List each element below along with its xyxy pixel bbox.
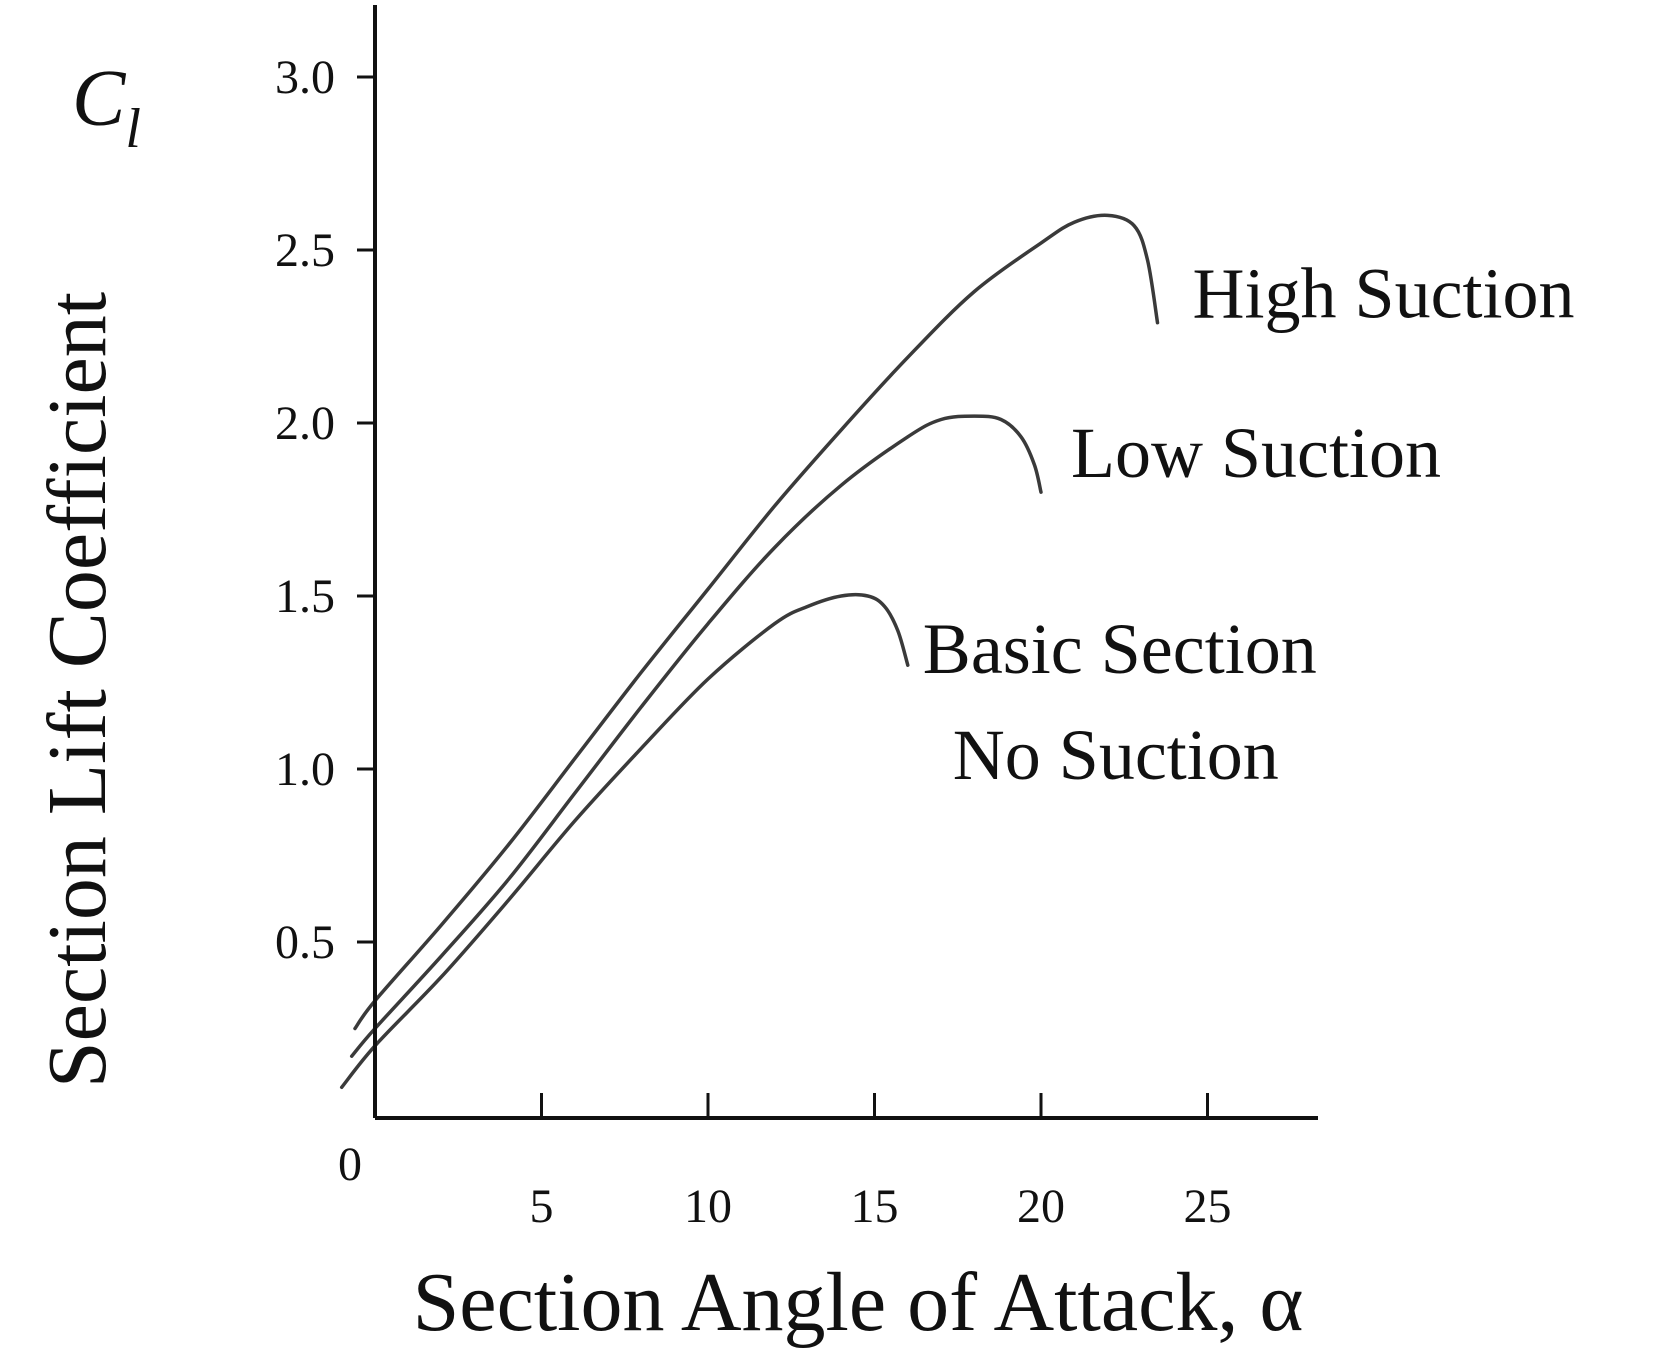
series-label-low-suction: Low Suction [1071, 413, 1441, 493]
series-group: High Suction Low Suction Basic Section No S… [339, 213, 1575, 1090]
x-origin-label: 0 [338, 1138, 362, 1191]
series-line-high-suction [353, 213, 1160, 1031]
y-tick-label: 1.5 [275, 570, 335, 623]
y-tick-label: 2.0 [275, 397, 335, 450]
series-line-low-suction [349, 414, 1043, 1058]
axes-group: 0.5 1.0 1.5 2.0 2.5 3.0 5 10 15 20 25 [275, 5, 1318, 1233]
series-label-basic-section-no-suction: Basic Section No Suction [923, 609, 1317, 795]
series-label-high-suction: High Suction [1193, 254, 1575, 334]
x-tick-label: 25 [1184, 1180, 1232, 1233]
x-tick-label: 20 [1017, 1180, 1065, 1233]
series-label-line: High Suction [1193, 254, 1575, 334]
x-tick-label: 15 [851, 1180, 899, 1233]
y-axis-title: Section Lift Coefficient [31, 292, 124, 1088]
series-label-line: Basic Section [923, 609, 1317, 689]
x-tick-label: 5 [530, 1180, 554, 1233]
y-symbol-subscript: l [125, 98, 141, 160]
x-axis-title: Section Angle of Attack, α [413, 1256, 1304, 1349]
y-tick-label: 1.0 [275, 743, 335, 796]
x-tick-label: 10 [684, 1180, 732, 1233]
series-label-line: Low Suction [1071, 413, 1441, 493]
series-label-line: No Suction [953, 715, 1279, 795]
series-line-basic-section-no-suction [339, 592, 910, 1090]
y-tick-label: 0.5 [275, 916, 335, 969]
y-tick-label: 2.5 [275, 224, 335, 277]
y-symbol-label: Cl [72, 55, 141, 160]
y-tick-label: 3.0 [275, 51, 335, 104]
